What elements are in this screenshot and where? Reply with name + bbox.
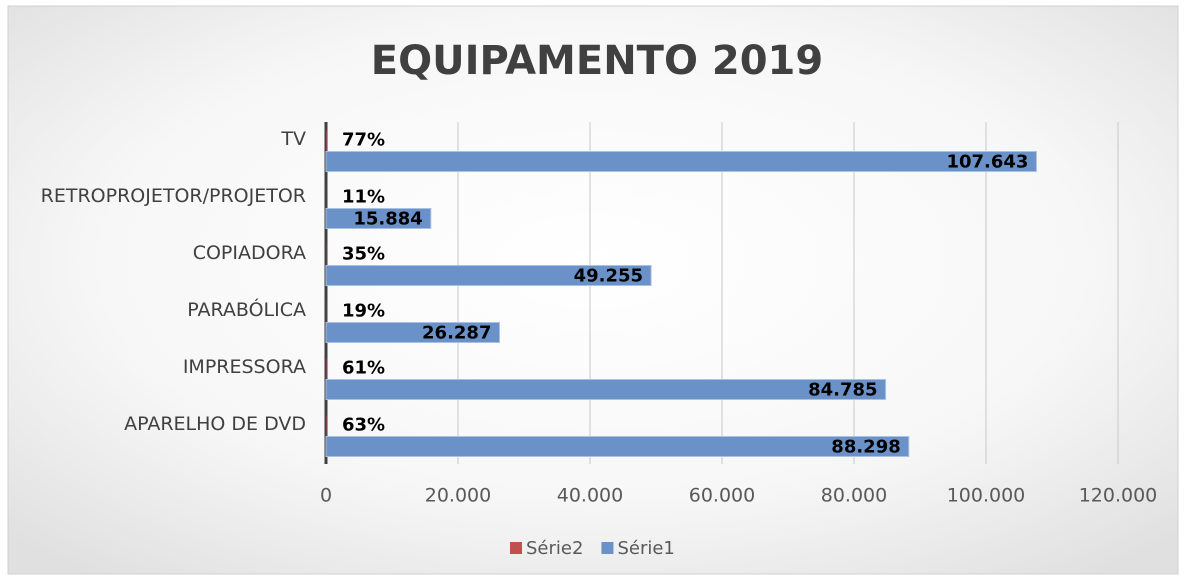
data-label: 26.287 (422, 323, 491, 344)
x-tick-label: 100.000 (947, 485, 1026, 507)
y-tick-label: PARABÓLICA (187, 297, 306, 321)
x-tick-label: 80.000 (821, 485, 887, 507)
bar (326, 380, 886, 400)
chart-title: EQUIPAMENTO 2019 (371, 38, 823, 84)
y-tick-label: COPIADORA (193, 242, 306, 264)
data-label: 88.298 (831, 437, 900, 458)
data-label: 84.785 (808, 380, 877, 401)
bar (326, 131, 327, 151)
data-label: 19% (342, 301, 385, 322)
x-tick-label: 20.000 (425, 485, 491, 507)
data-label: 15.884 (353, 209, 422, 230)
data-label: 35% (342, 244, 385, 265)
y-tick-label: RETROPROJETOR/PROJETOR (41, 185, 306, 207)
legend-swatch (601, 542, 613, 554)
data-label: 11% (342, 187, 385, 208)
legend-swatch (510, 542, 522, 554)
data-label: 107.643 (946, 152, 1028, 173)
legend-label: Série2 (526, 538, 583, 559)
y-tick-label: TV (280, 128, 306, 150)
y-tick-label: APARELHO DE DVD (124, 413, 306, 435)
data-label: 63% (342, 415, 385, 436)
data-label: 77% (342, 130, 385, 151)
x-tick-label: 60.000 (689, 485, 755, 507)
bar (326, 437, 909, 457)
legend-label: Série1 (617, 538, 674, 559)
y-tick-label: IMPRESSORA (183, 356, 306, 378)
x-tick-label: 40.000 (557, 485, 623, 507)
data-label: 49.255 (574, 266, 643, 287)
x-tick-label: 0 (320, 485, 332, 507)
data-label: 61% (342, 358, 385, 379)
x-tick-label: 120.000 (1079, 485, 1158, 507)
bar (326, 152, 1036, 172)
